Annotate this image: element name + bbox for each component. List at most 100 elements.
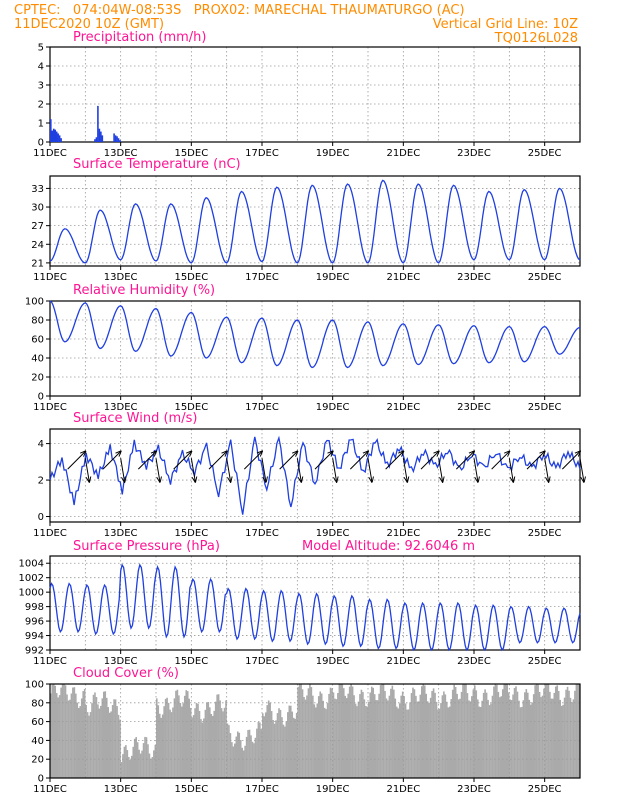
ytick-label-cloud: 20 (31, 755, 44, 766)
cloud-bar (515, 686, 517, 778)
cloud-bar (132, 746, 135, 778)
cloud-bar (381, 684, 383, 778)
xtick-label-temp: 23DEC (457, 272, 491, 283)
frame-pres (49, 555, 581, 651)
xtick-label-wind: 15DEC (174, 528, 208, 539)
cloud-bar (60, 687, 62, 778)
cloud-bar (400, 695, 402, 778)
cloud-bar (329, 687, 332, 778)
wind-arrow (190, 458, 195, 482)
cloud-bar (213, 710, 216, 778)
cloud-bar (238, 732, 241, 778)
cloud-bar (83, 689, 86, 778)
cloud-bar (554, 686, 557, 778)
cloud-bar (104, 691, 107, 778)
cloud-bar (426, 701, 429, 778)
cloud-bar (303, 697, 305, 778)
precip-bar (94, 139, 96, 142)
cloud-bar (52, 684, 55, 778)
wind-arrow (226, 458, 231, 482)
ytick-label-rh: 20 (31, 373, 44, 384)
cloud-bar (209, 707, 211, 778)
cloud-bar (189, 707, 192, 778)
cloud-bar (284, 726, 286, 778)
cloud-bar (454, 687, 457, 778)
cloud-bar (531, 702, 534, 778)
cloud-bar (509, 699, 511, 778)
xtick-label-pres: 25DEC (528, 656, 562, 667)
xtick-label-pres: 21DEC (386, 656, 420, 667)
ytick-label-wind: 0 (38, 512, 44, 523)
cloud-bar (568, 690, 570, 778)
cloud-bar (403, 696, 405, 778)
xtick-label-pres: 11DEC (33, 656, 67, 667)
cloud-bar (484, 689, 486, 778)
cloud-bar (297, 687, 299, 778)
cloud-bar (254, 737, 257, 778)
wind-arrow (261, 458, 266, 482)
cloud-bar (75, 693, 77, 778)
cloud-bar (108, 712, 111, 778)
cloud-bar (474, 685, 476, 778)
cloud-bar (413, 689, 416, 778)
precip-bar (51, 130, 54, 142)
cloud-bar (368, 701, 370, 778)
cloud-bar (316, 703, 319, 778)
header-model-id: TQ0126L028 (494, 31, 578, 46)
cloud-bar (481, 700, 483, 778)
cloud-bar (161, 714, 164, 778)
cloud-bar (103, 691, 105, 778)
cloud-bar (142, 743, 145, 778)
xtick-label-precip: 23DEC (457, 148, 491, 159)
cloud-bar (432, 688, 435, 778)
cloud-bar (50, 693, 52, 778)
cloud-bar (340, 684, 342, 778)
cloud-bar (275, 720, 277, 778)
cloud-bar (69, 699, 71, 778)
cloud-bar (147, 744, 149, 778)
ytick-label-rh: 40 (31, 354, 44, 365)
cloud-bar (456, 693, 458, 778)
xtick-label-temp: 13DEC (104, 272, 138, 283)
cloud-bar (475, 690, 478, 778)
cloud-bar (250, 735, 252, 778)
cloud-bar (301, 689, 304, 778)
cloud-bar (348, 686, 351, 778)
cloud-bar (448, 706, 451, 778)
cloud-bar (500, 696, 503, 778)
panel-wind: 0 2 4 11DEC 13DEC 15DEC 17DEC 19DEC 21DEC 23DEC 25… (33, 411, 584, 539)
wind-arrow (296, 458, 301, 482)
cloud-bar (279, 709, 282, 778)
cloud-bar (529, 704, 532, 778)
cloud-bar (167, 702, 170, 778)
cloud-bar (309, 684, 311, 778)
cloud-bar (387, 700, 389, 778)
cloud-bar (453, 684, 455, 778)
cloud-bar (425, 693, 428, 778)
ytick-label-pres: 1004 (19, 559, 44, 570)
cloud-bar (113, 699, 115, 778)
cloud-bar (200, 719, 202, 778)
cloud-bar (188, 698, 190, 778)
wind-arrow (402, 458, 407, 482)
ytick-label-wind: 2 (38, 476, 44, 487)
cloud-bar (501, 689, 504, 778)
cloud-bar (114, 699, 117, 778)
cloud-bar (472, 689, 475, 778)
xtick-label-pres: 15DEC (174, 656, 208, 667)
cloud-bar (151, 756, 154, 778)
cloud-bar (204, 709, 207, 778)
cloud-bar (363, 699, 366, 778)
cloud-bar (223, 707, 226, 778)
cloud-bar (338, 684, 341, 778)
cloud-bar (281, 717, 283, 778)
cloud-bar (310, 687, 313, 778)
cloud-bar (376, 700, 379, 778)
wind-arrow (367, 458, 372, 482)
panel-rh: 0 20 40 60 80 100 11DEC 13DEC 15DEC 17DEC 19DEC 21D… (25, 283, 581, 413)
cloud-bar (370, 686, 373, 778)
cloud-bar (325, 709, 327, 778)
xtick-label-precip: 11DEC (33, 148, 67, 159)
cloud-bar (282, 724, 285, 778)
